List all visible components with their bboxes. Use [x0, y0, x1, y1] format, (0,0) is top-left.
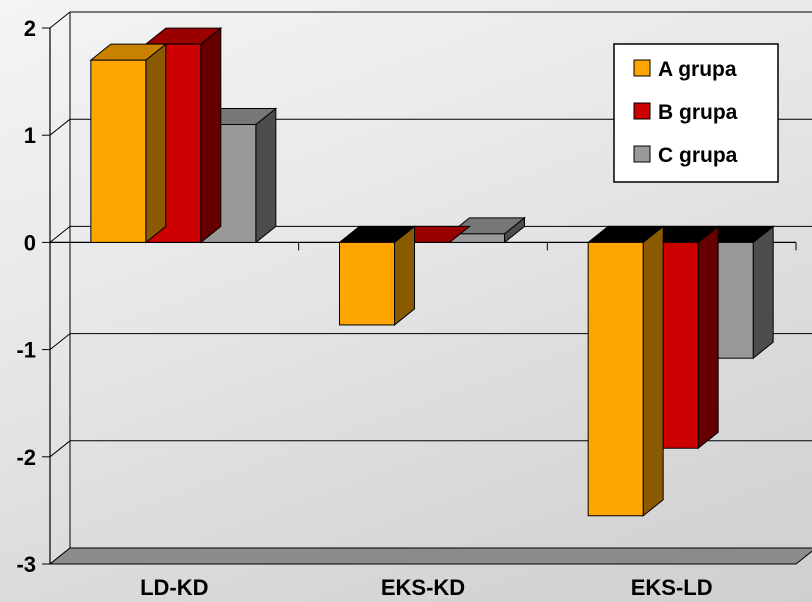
y-tick-label: 0: [24, 230, 36, 255]
bar: [89, 43, 168, 244]
gridline-connector: [49, 333, 71, 350]
bar: [586, 225, 665, 517]
bar-side: [200, 27, 222, 244]
bar-side: [394, 225, 415, 326]
bars: [89, 27, 775, 517]
legend-label: C grupa: [658, 144, 738, 167]
bar: [338, 225, 416, 326]
gridline-connector: [49, 118, 71, 136]
bar-front: [90, 59, 147, 243]
gridline-connector: [49, 11, 71, 29]
x-category-label: EKS-LD: [631, 575, 713, 600]
y-tick-label: -2: [16, 445, 36, 470]
floor: [48, 547, 812, 565]
y-tick-label: -1: [16, 338, 36, 363]
y-tick-labels: -3 -2 -1 0 1 2: [16, 16, 50, 577]
legend-swatch: [633, 145, 651, 163]
legend-swatch: [633, 102, 651, 120]
x-category-label: LD-KD: [140, 575, 208, 600]
bar-front: [339, 241, 395, 326]
legend-label: A grupa: [658, 58, 737, 81]
y-tick-label: 1: [24, 123, 36, 148]
bar-side: [145, 43, 167, 244]
y-tick-label: 2: [24, 16, 36, 41]
x-category-labels: LD-KD EKS-KD EKS-LD: [140, 575, 712, 600]
chart-floor: [48, 547, 812, 565]
legend: A grupa B grupa C grupa: [613, 43, 779, 183]
bar-side: [255, 107, 277, 244]
legend-swatch: [633, 59, 651, 77]
bar-side: [642, 225, 664, 517]
gridline-connector: [49, 440, 71, 458]
bar-front: [587, 241, 644, 517]
bar-side: [697, 225, 719, 450]
gridline-connector: [49, 226, 71, 243]
bar-side: [752, 225, 774, 360]
legend-label: B grupa: [658, 101, 738, 124]
x-category-label: EKS-KD: [381, 575, 465, 600]
y-tick-label: -3: [16, 552, 36, 577]
bar: [448, 216, 526, 244]
